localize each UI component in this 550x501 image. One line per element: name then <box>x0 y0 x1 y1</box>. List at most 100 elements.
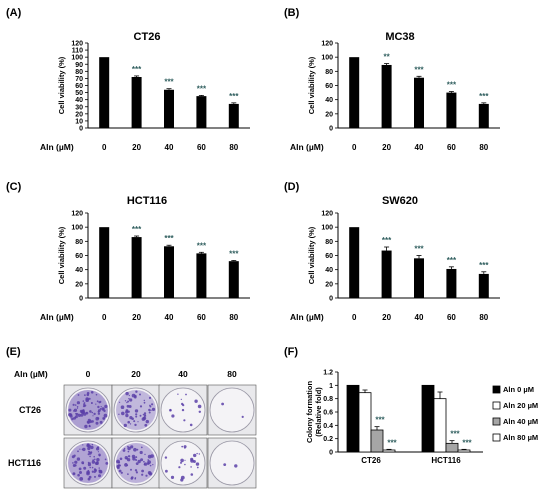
x-tick-label: 40 <box>415 143 424 152</box>
significance-label: *** <box>450 430 460 439</box>
colony <box>184 459 186 461</box>
panel-d-label: (D) <box>284 181 300 193</box>
colony <box>72 462 74 464</box>
colony <box>130 468 132 471</box>
colony <box>192 460 196 463</box>
bar <box>346 384 360 453</box>
colony <box>135 415 138 418</box>
significance-label: *** <box>229 249 239 258</box>
colony <box>95 403 97 405</box>
row-label: HCT116 <box>8 458 41 468</box>
colony <box>123 447 126 450</box>
colony <box>118 469 122 473</box>
colony <box>73 408 78 412</box>
colony <box>148 408 151 412</box>
colony <box>88 397 91 400</box>
colony <box>91 466 94 469</box>
colony <box>102 408 105 410</box>
colony <box>184 463 186 466</box>
y-tick-label: 10 <box>75 118 83 125</box>
y-tick-label: 100 <box>321 225 333 232</box>
colony <box>143 460 145 463</box>
colony <box>196 452 198 455</box>
colony <box>129 398 133 402</box>
colony <box>177 393 179 395</box>
colony <box>190 473 194 476</box>
colony <box>73 454 76 457</box>
significance-label: *** <box>414 65 424 74</box>
colony <box>181 408 185 412</box>
y-tick-label: 20 <box>325 111 333 118</box>
colony <box>81 448 84 451</box>
y-tick-label: 30 <box>75 104 83 111</box>
colony <box>69 414 73 418</box>
colony <box>96 458 100 462</box>
colony <box>72 403 75 406</box>
bar <box>99 57 110 128</box>
colony <box>148 411 151 414</box>
colony <box>127 420 130 424</box>
panel-c-y-label: Cell viability (%) <box>57 226 66 284</box>
panel-d-x-label: Aln (µM) <box>290 312 324 322</box>
significance-label: *** <box>197 84 207 93</box>
colony <box>223 463 227 466</box>
y-tick-label: 80 <box>325 239 333 246</box>
colony <box>97 417 100 420</box>
colony <box>185 393 187 396</box>
colony <box>134 409 139 413</box>
y-tick-label: 0 <box>79 126 83 133</box>
colony <box>139 405 143 408</box>
bar <box>131 237 142 298</box>
bar <box>196 253 207 298</box>
colony <box>88 425 91 428</box>
y-tick-label: 0.8 <box>323 396 333 403</box>
colony <box>132 457 136 461</box>
colony <box>116 466 120 470</box>
x-tick-label: 40 <box>415 313 424 322</box>
colony <box>147 462 150 465</box>
colony <box>137 459 141 464</box>
panel-c: (C) HCT116 0 20 40 60 80 100 120 Cell viability (… <box>6 181 250 322</box>
bar <box>349 57 360 128</box>
colony <box>143 412 147 415</box>
concentration-label: 20 <box>131 369 141 379</box>
colony <box>144 415 147 417</box>
y-tick-label: 60 <box>75 253 83 260</box>
colony <box>150 409 152 411</box>
x-tick-label: 80 <box>229 313 238 322</box>
colony <box>74 415 78 419</box>
colony <box>135 462 139 465</box>
colony <box>182 404 185 407</box>
colony <box>76 407 79 409</box>
y-tick-label: 60 <box>325 253 333 260</box>
panel-a-label: (A) <box>6 7 22 19</box>
colony <box>165 469 168 473</box>
bar <box>433 398 447 453</box>
colony <box>75 413 79 416</box>
y-tick-label: 1.2 <box>323 370 333 377</box>
panel-b-x-label: Aln (µM) <box>290 142 324 152</box>
legend-swatch <box>492 401 501 410</box>
legend-label: Aln 0 µM <box>503 385 534 394</box>
y-tick-label: 20 <box>75 281 83 288</box>
culture-plate <box>65 387 111 433</box>
colony <box>95 393 98 396</box>
bar <box>99 227 110 298</box>
colony <box>74 404 77 406</box>
colony <box>89 455 91 458</box>
panel-c-x-label: Aln (µM) <box>40 312 74 322</box>
colony <box>197 404 202 409</box>
colony <box>91 443 94 446</box>
x-tick-label: 0 <box>102 143 107 152</box>
colony <box>76 457 81 461</box>
x-tick-label: 0 <box>352 313 357 322</box>
colony <box>78 467 82 471</box>
colony <box>76 406 79 408</box>
colony <box>196 466 199 469</box>
significance-label: *** <box>132 65 142 74</box>
x-tick-label: 40 <box>165 143 174 152</box>
colony <box>94 458 96 461</box>
colony <box>79 471 82 474</box>
bar <box>381 64 392 128</box>
colony <box>125 391 129 396</box>
